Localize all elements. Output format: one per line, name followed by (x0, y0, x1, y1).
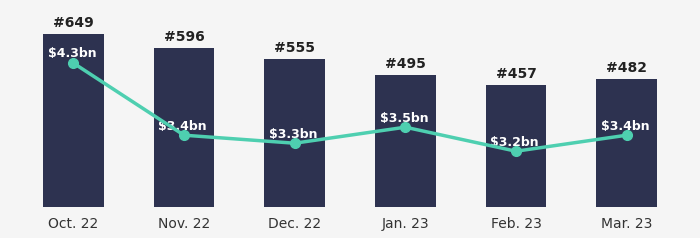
Bar (43, 34, 104, 207)
Bar (486, 85, 547, 207)
Text: #482: #482 (606, 60, 648, 74)
Text: $3.2bn: $3.2bn (491, 136, 539, 149)
Text: #495: #495 (385, 57, 426, 71)
Text: #555: #555 (274, 41, 315, 55)
Bar (375, 75, 436, 207)
Bar (596, 79, 657, 207)
Text: $3.4bn: $3.4bn (601, 119, 650, 133)
Text: #596: #596 (164, 30, 204, 44)
Text: $4.3bn: $4.3bn (48, 47, 97, 60)
Bar (264, 59, 325, 207)
Text: $3.3bn: $3.3bn (269, 128, 318, 140)
Text: $3.4bn: $3.4bn (158, 119, 207, 133)
Bar (153, 48, 214, 207)
Text: $3.5bn: $3.5bn (380, 112, 428, 124)
Text: #457: #457 (496, 67, 536, 81)
Text: #649: #649 (53, 16, 94, 30)
